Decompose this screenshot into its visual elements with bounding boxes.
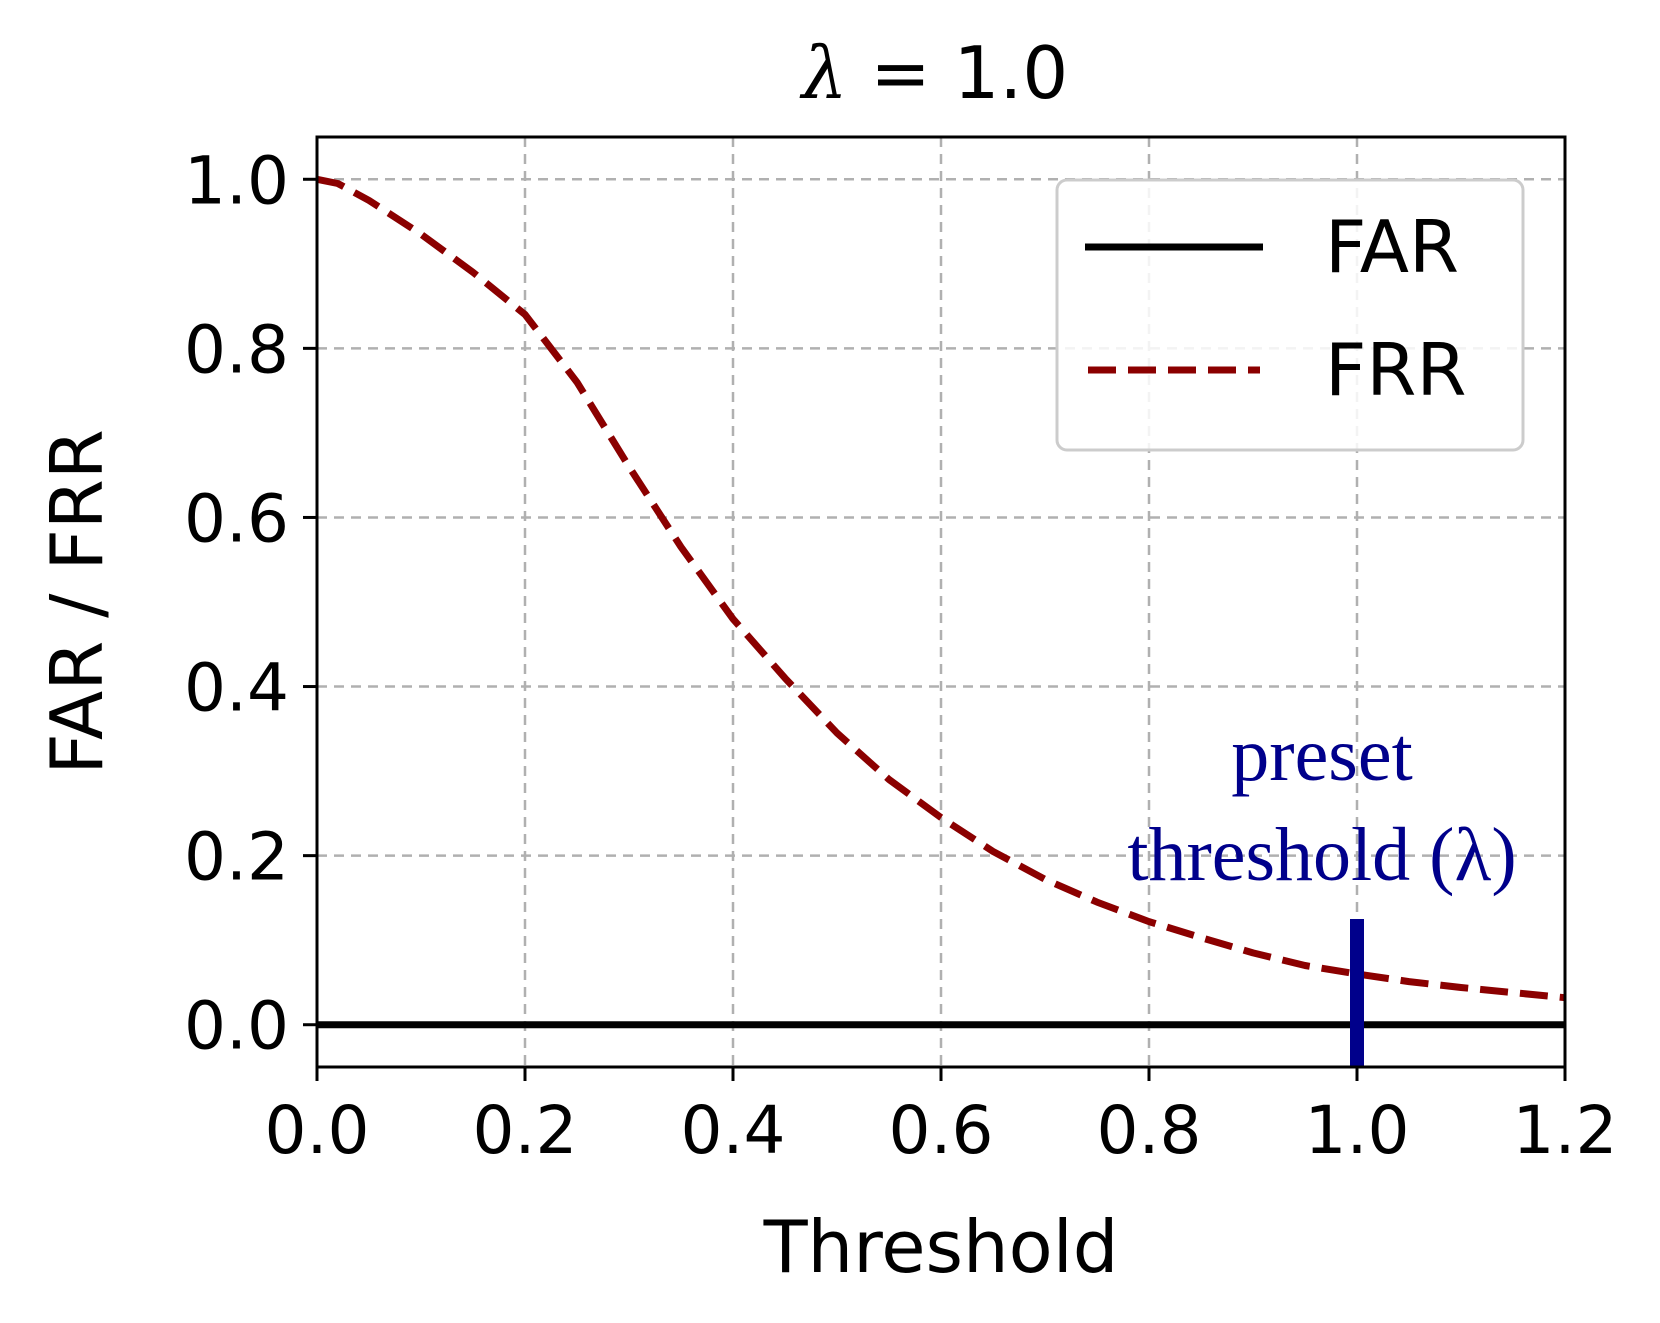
chart-title: λ = 1.0 — [799, 31, 1068, 115]
annotation-line-1: preset — [1231, 713, 1412, 797]
x-axis-label: Threshold — [763, 1205, 1119, 1289]
x-tick-label-4: 0.8 — [1097, 1092, 1202, 1169]
y-tick-label-5: 1.0 — [184, 142, 289, 219]
x-tick-label-5: 1.0 — [1305, 1092, 1410, 1169]
x-tick-label-2: 0.4 — [681, 1092, 786, 1169]
x-tick-label-0: 0.0 — [265, 1092, 370, 1169]
legend: FAR FRR — [1055, 178, 1525, 452]
y-axis-label: FAR / FRR — [35, 429, 119, 775]
x-tick-label-1: 0.2 — [473, 1092, 578, 1169]
annotation-layer: preset threshold (λ) — [1127, 713, 1517, 1067]
y-tick-label-4: 0.8 — [184, 311, 289, 388]
legend-frr-label: FRR — [1325, 328, 1466, 412]
y-tick-label-0: 0.0 — [184, 988, 289, 1065]
legend-far-label: FAR — [1325, 205, 1459, 289]
series-line-frr — [316, 175, 1566, 1002]
x-tick-label-6: 1.2 — [1513, 1092, 1618, 1169]
y-tick-label-2: 0.4 — [184, 650, 289, 727]
y-tick-label-1: 0.2 — [184, 819, 289, 896]
y-tick-label-3: 0.6 — [184, 480, 289, 557]
x-tick-label-3: 0.6 — [889, 1092, 994, 1169]
title-lambda: λ — [799, 31, 848, 115]
x-axis-ticks: 0.0 0.2 0.4 0.6 0.8 1.0 1.2 — [265, 1067, 1618, 1169]
y-axis-ticks: 0.0 0.2 0.4 0.6 0.8 1.0 — [184, 142, 317, 1065]
annotation-line-2: threshold (λ) — [1127, 813, 1516, 897]
title-value: = 1.0 — [848, 31, 1069, 115]
